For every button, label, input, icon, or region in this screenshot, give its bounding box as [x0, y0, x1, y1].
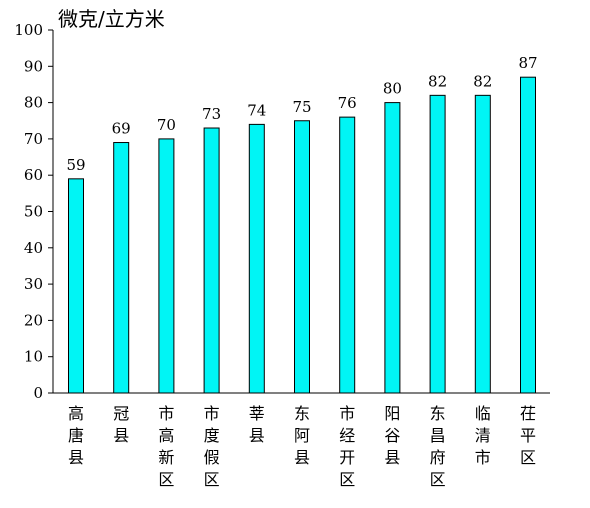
x-category-label: 市高新区 — [158, 404, 174, 489]
bar — [384, 102, 401, 394]
y-tick-label: 100 — [14, 21, 43, 39]
x-category-label: 阳谷县 — [384, 404, 400, 467]
y-tick-label: 70 — [24, 130, 43, 148]
y-tick-label: 20 — [24, 311, 43, 329]
bar — [68, 178, 84, 394]
x-category-label: 东阿县 — [294, 404, 310, 467]
y-tick-label: 0 — [33, 384, 43, 402]
x-category-label: 高唐县 — [68, 404, 84, 467]
y-tick-label: 90 — [24, 57, 43, 75]
bar — [429, 94, 446, 394]
x-category-label: 莘县 — [249, 404, 265, 445]
y-tick-label: 80 — [24, 94, 43, 112]
x-category-label: 临清市 — [475, 404, 491, 467]
bar-value-label: 82 — [473, 72, 492, 90]
y-tick-label: 10 — [24, 348, 43, 366]
bars — [68, 76, 536, 394]
y-tick-label: 50 — [24, 203, 43, 221]
x-category-label: 东昌府区 — [430, 404, 446, 489]
bar-value-label: 69 — [112, 120, 131, 138]
x-category-label: 市度假区 — [204, 404, 220, 489]
y-tick-label: 30 — [24, 275, 43, 293]
x-category-label: 冠县 — [113, 404, 129, 445]
bar — [248, 123, 265, 394]
bar — [158, 138, 175, 394]
bar-value-label: 70 — [157, 116, 176, 134]
y-axis-ticks: 0 10 20 30 40 50 60 70 80 90 100 — [14, 21, 53, 402]
bar-value-label: 75 — [292, 98, 311, 116]
bar — [203, 127, 220, 394]
bar-value-label: 82 — [428, 72, 447, 90]
bar-value-label: 87 — [518, 54, 537, 72]
bar — [339, 116, 356, 394]
x-category-label: 茌平区 — [520, 404, 536, 467]
data-labels: 59 69 70 73 74 75 76 80 82 82 87 — [66, 54, 537, 174]
y-tick-label: 60 — [24, 166, 43, 184]
x-category-label: 市经开区 — [339, 404, 355, 489]
bar — [474, 94, 491, 394]
bar-value-label: 59 — [66, 156, 85, 174]
bar-value-label: 74 — [247, 101, 266, 119]
bar-value-label: 76 — [338, 94, 357, 112]
bar — [113, 142, 130, 394]
y-tick-label: 40 — [24, 239, 43, 257]
bar — [294, 120, 310, 394]
bar-value-label: 80 — [383, 80, 402, 98]
y-axis-title: 微克/立方米 — [58, 7, 165, 31]
bar — [520, 76, 536, 394]
bar-value-label: 73 — [202, 105, 221, 123]
x-axis-labels: 高唐县 冠县 市高新区 市度假区 莘县 东阿县 市经开区 阳谷县 东昌府区 临清市 茌平区 — [68, 404, 536, 489]
